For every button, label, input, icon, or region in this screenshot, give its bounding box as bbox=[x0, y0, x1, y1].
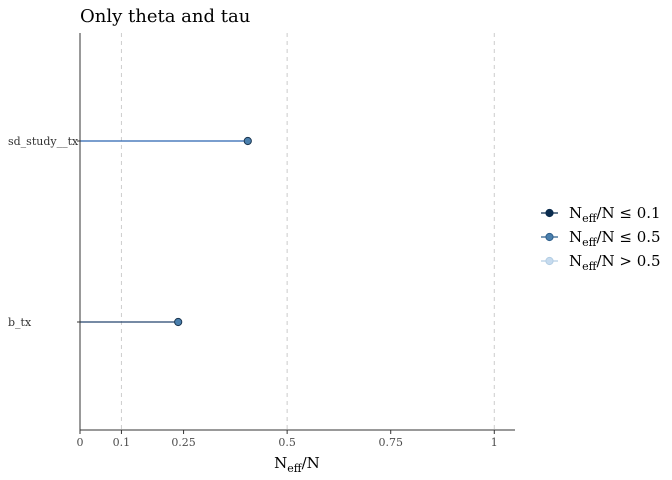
legend-key-point-0 bbox=[545, 208, 554, 218]
legend-label-0: Neff/N ≤ 0.1 bbox=[569, 204, 661, 225]
legend-item-0: Neff/N ≤ 0.1 bbox=[541, 204, 661, 225]
legend-label-2: Neff/N > 0.5 bbox=[569, 252, 661, 273]
legend-label-1: Neff/N ≤ 0.5 bbox=[569, 228, 661, 249]
chart-title: Only theta and tau bbox=[80, 6, 250, 27]
segments bbox=[80, 140, 248, 323]
data-point-1 bbox=[174, 317, 183, 327]
legend-key-point-1 bbox=[545, 232, 554, 242]
legend: Neff/N ≤ 0.1 Neff/N ≤ 0.5 Neff/N > 0.5 bbox=[541, 204, 661, 273]
points bbox=[174, 136, 252, 327]
x-axis-title: Neff/N bbox=[274, 454, 320, 475]
x-tick-label-4: 0.75 bbox=[378, 436, 403, 449]
x-tick-label-2: 0.25 bbox=[171, 436, 196, 449]
axes bbox=[79, 33, 515, 431]
x-axis-ticks: 0 0.1 0.25 0.5 0.75 1 bbox=[77, 430, 498, 449]
x-tick-label-0: 0 bbox=[77, 436, 84, 449]
data-point-0 bbox=[243, 136, 252, 146]
x-tick-label-5: 1 bbox=[491, 436, 498, 449]
x-tick-label-3: 0.5 bbox=[278, 436, 296, 449]
legend-item-2: Neff/N > 0.5 bbox=[541, 252, 661, 273]
legend-item-1: Neff/N ≤ 0.5 bbox=[541, 228, 661, 249]
legend-key-point-2 bbox=[545, 256, 554, 266]
y-category-label-0: sd_study__tx bbox=[8, 135, 79, 148]
y-axis-labels: sd_study__tx b_tx bbox=[8, 135, 80, 329]
x-tick-label-1: 0.1 bbox=[113, 436, 131, 449]
y-category-label-1: b_tx bbox=[8, 316, 32, 329]
reference-lines bbox=[120, 33, 495, 430]
